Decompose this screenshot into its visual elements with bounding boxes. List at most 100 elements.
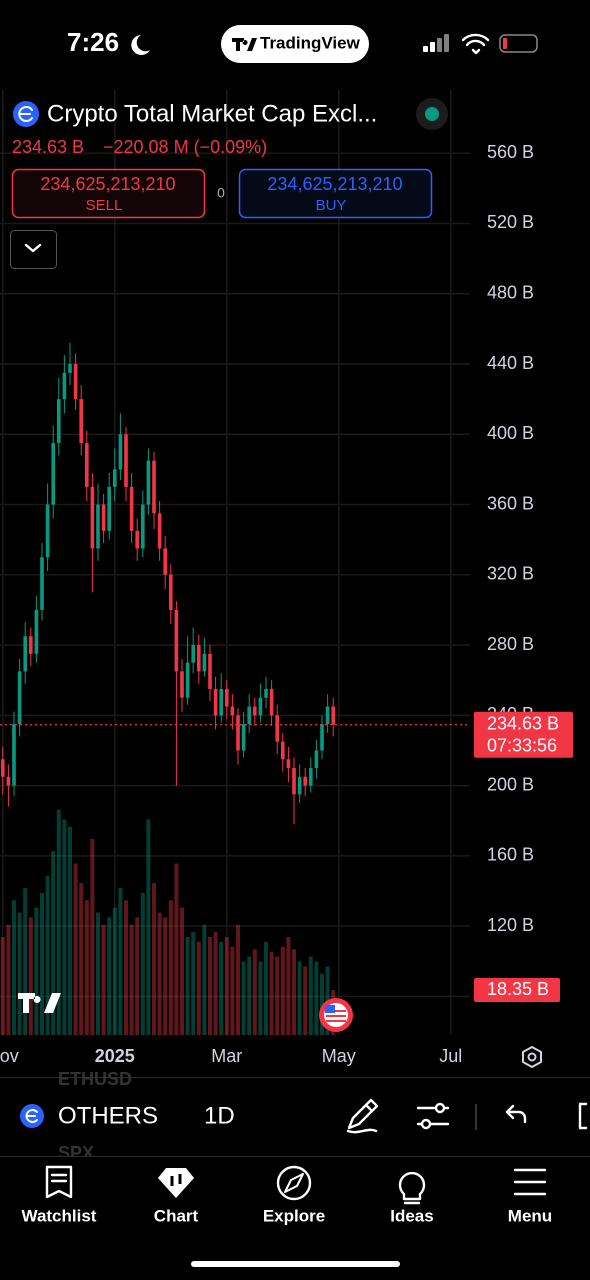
- tv-logo: [232, 38, 257, 51]
- candle-body: [62, 372, 67, 400]
- flag-canton: [325, 1005, 335, 1013]
- volume-bar: [264, 941, 268, 1035]
- battery-icon: [499, 34, 538, 53]
- volume-bar: [140, 892, 145, 1035]
- slider-knob: [434, 1102, 446, 1114]
- y-tick-label: 320 B: [487, 564, 534, 584]
- undo-button[interactable]: [505, 1104, 527, 1124]
- candle-body: [303, 776, 307, 786]
- y-tick-label: 520 B: [487, 212, 534, 232]
- volume-bar: [101, 924, 106, 1035]
- candle-body: [202, 653, 207, 672]
- watchlist-icon[interactable]: [45, 1165, 73, 1199]
- volume-bar: [96, 912, 100, 1035]
- candle-body: [141, 504, 145, 549]
- candle-body: [29, 636, 33, 654]
- candle-body: [281, 741, 285, 760]
- explore-icon[interactable]: [276, 1165, 312, 1201]
- draw-tool[interactable]: [346, 1098, 379, 1134]
- volume-bar: [90, 839, 95, 1035]
- battery-level: [503, 38, 507, 49]
- candle-body: [40, 557, 44, 610]
- y-tick-label: 560 B: [487, 142, 534, 162]
- wifi-icon: [461, 33, 490, 55]
- candle-body: [213, 688, 218, 716]
- tab-label[interactable]: Watchlist: [22, 1206, 97, 1225]
- sell-price: 234,625,213,210: [40, 174, 175, 194]
- tab-label[interactable]: Explore: [263, 1206, 325, 1225]
- volume-bar: [129, 924, 134, 1035]
- candle-body: [174, 609, 179, 672]
- candle-body: [230, 706, 235, 716]
- volume-bar: [292, 949, 296, 1035]
- candle-body: [157, 513, 162, 549]
- volume-bar: [258, 961, 263, 1035]
- volume-bar: [12, 900, 16, 1035]
- price-change: −220.08 M (−0.09%): [103, 137, 267, 157]
- sell-button[interactable]: [11, 168, 206, 219]
- volume-bar: [314, 961, 319, 1035]
- tab-label[interactable]: Chart: [154, 1206, 199, 1225]
- candle-body: [129, 486, 134, 531]
- chart-icon[interactable]: [158, 1168, 194, 1198]
- candle-body: [264, 688, 268, 698]
- fullscreen-button[interactable]: [578, 1102, 588, 1130]
- settings-dot: [527, 1052, 537, 1062]
- volume-bar: [320, 973, 324, 1035]
- candle-body: [68, 364, 72, 373]
- volume-bar: [135, 917, 140, 1035]
- interval[interactable]: 1D: [204, 1102, 235, 1129]
- volume-bar: [79, 883, 84, 1035]
- volume-bar: [224, 937, 229, 1035]
- tab-label[interactable]: Ideas: [390, 1206, 433, 1225]
- app-name: TradingView: [260, 33, 361, 52]
- volume-bar: [107, 917, 112, 1035]
- app-pill[interactable]: [221, 25, 369, 63]
- ideas-icon[interactable]: [398, 1171, 426, 1205]
- buy-button[interactable]: [238, 168, 433, 219]
- status-time: 7:26: [67, 27, 119, 57]
- volume-tag: [474, 978, 560, 1003]
- volume-bar: [213, 932, 218, 1035]
- symbol[interactable]: OTHERS: [58, 1102, 158, 1129]
- volume-bar: [146, 819, 151, 1035]
- last-price: 234.63 B: [12, 137, 84, 157]
- settings-icon[interactable]: [522, 1046, 542, 1068]
- symbol-title[interactable]: Crypto Total Market Cap Excl...: [47, 100, 377, 127]
- tab-label[interactable]: Menu: [508, 1206, 552, 1225]
- volume-bar: [230, 946, 235, 1035]
- volume-bar: [0, 937, 5, 1035]
- volume-label: 18.35 B: [487, 979, 549, 999]
- symbol-glyph: [18, 106, 33, 122]
- candle-body: [236, 715, 240, 751]
- candle-body: [57, 399, 61, 444]
- x-tick-label: Jul: [439, 1046, 462, 1066]
- y-tick-label: 160 B: [487, 845, 534, 865]
- x-tick-label: May: [322, 1046, 356, 1066]
- volume-bar: [40, 892, 44, 1035]
- chart-plot: [0, 90, 470, 1035]
- volume-bar: [45, 875, 50, 1035]
- candle-body: [320, 724, 324, 751]
- volume-bar: [252, 949, 257, 1035]
- volume-bar: [219, 941, 224, 1035]
- volume-bar: [297, 961, 302, 1035]
- home-indicator: [191, 1261, 400, 1267]
- volume-bar: [118, 888, 123, 1035]
- candle-body: [0, 759, 5, 777]
- volume-bar: [68, 826, 72, 1035]
- candle-body: [219, 688, 223, 716]
- volume-bar: [6, 924, 11, 1035]
- volume-bar: [185, 937, 190, 1035]
- candle-body: [96, 504, 100, 549]
- volume-bar: [180, 907, 184, 1035]
- volume-bar: [174, 863, 179, 1035]
- candle-body: [275, 715, 279, 742]
- volume-bar: [23, 888, 28, 1035]
- menu-icon[interactable]: [513, 1168, 547, 1196]
- previous-symbol: ETHUSD: [58, 1069, 132, 1089]
- volume-bar: [62, 819, 67, 1035]
- signal-icon: [423, 34, 449, 52]
- candle-body: [241, 724, 246, 751]
